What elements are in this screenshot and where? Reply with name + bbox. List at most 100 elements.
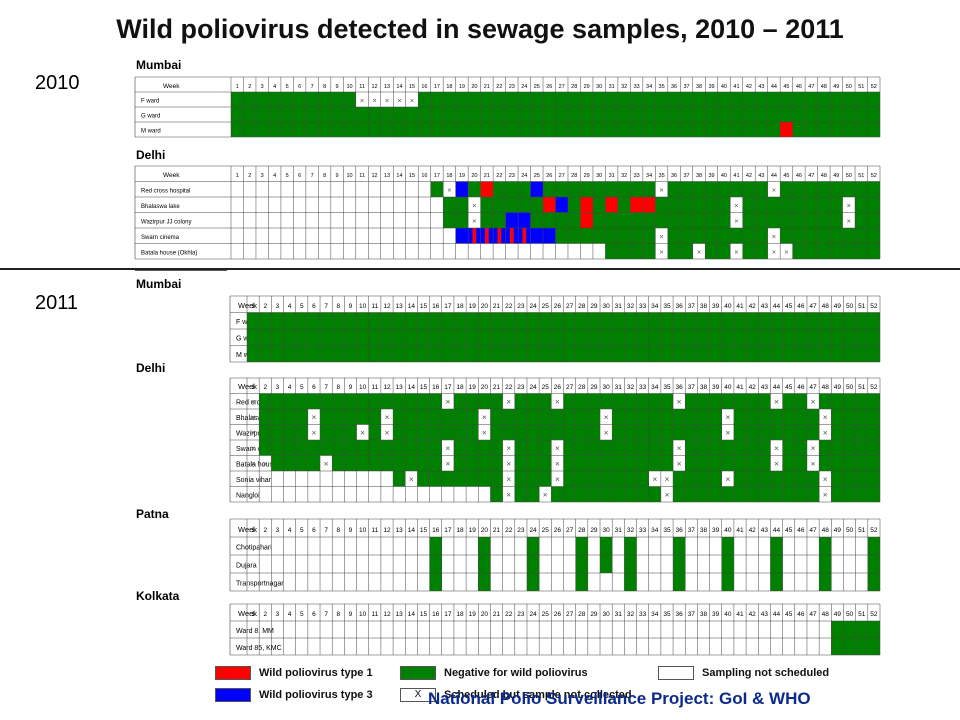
cell-neg bbox=[831, 409, 844, 425]
legend-item-not-collected: X Scheduled but sample not collected bbox=[400, 688, 632, 702]
header-week-label: Week bbox=[238, 382, 257, 391]
cell-neg bbox=[563, 329, 576, 346]
week-tick-label: 8 bbox=[336, 303, 340, 310]
cell-p3 bbox=[555, 197, 568, 213]
cell-neg bbox=[655, 197, 668, 213]
cell-neg bbox=[831, 440, 844, 456]
cell-neg bbox=[636, 486, 649, 502]
week-tick-label: 9 bbox=[349, 611, 353, 618]
cell-neg bbox=[624, 486, 637, 502]
cell-neg bbox=[673, 537, 686, 555]
cell-not-collected-mark: × bbox=[251, 428, 256, 438]
week-tick-label: 24 bbox=[529, 303, 537, 310]
cell-neg bbox=[600, 440, 613, 456]
cell-neg bbox=[630, 228, 643, 244]
cell-neg bbox=[855, 243, 868, 259]
cell-neg bbox=[380, 329, 394, 346]
cell-neg bbox=[430, 122, 444, 137]
week-tick-label: 4 bbox=[273, 173, 276, 179]
cell-not-collected-mark: × bbox=[774, 459, 779, 469]
week-tick-label: 39 bbox=[712, 611, 720, 618]
week-tick-label: 14 bbox=[396, 173, 402, 179]
cell-neg bbox=[612, 345, 625, 362]
cell-neg bbox=[780, 197, 793, 213]
table-2010-delhi: Week 1 2 3 4 5 6 7 8 9 10 11 12 13 14 15 16 17 18 19 20 21 22 2… bbox=[134, 165, 881, 260]
cell-neg bbox=[526, 573, 540, 591]
cell-not-collected-mark: × bbox=[251, 412, 256, 422]
week-tick-label: 14 bbox=[396, 84, 402, 90]
week-tick-label: 10 bbox=[359, 611, 367, 618]
cell-neg bbox=[293, 107, 306, 122]
cell-neg bbox=[667, 107, 681, 122]
cell-neg bbox=[575, 424, 588, 440]
row-site-label: Wazirpur JJ colony bbox=[141, 219, 191, 225]
cell-neg bbox=[697, 312, 710, 329]
week-tick-label: 8 bbox=[323, 84, 326, 90]
cell-not-collected-mark: × bbox=[482, 428, 487, 438]
week-tick-label: 6 bbox=[312, 611, 316, 618]
cell-neg bbox=[490, 345, 503, 362]
cell-neg bbox=[617, 107, 631, 122]
cell-neg bbox=[817, 228, 831, 244]
cell-neg bbox=[393, 455, 406, 471]
cell-neg bbox=[730, 122, 743, 137]
cell-neg bbox=[806, 345, 820, 362]
cell-neg bbox=[505, 181, 519, 197]
week-tick-label: 15 bbox=[420, 527, 428, 534]
cell-neg bbox=[730, 92, 743, 107]
cell-neg bbox=[755, 228, 768, 244]
cell-neg bbox=[673, 573, 686, 591]
cell-neg bbox=[344, 312, 357, 329]
week-tick-label: 49 bbox=[833, 84, 839, 90]
week-tick-label: 47 bbox=[809, 611, 817, 618]
cell-neg bbox=[368, 312, 381, 329]
cell-neg bbox=[855, 107, 868, 122]
cell-neg bbox=[692, 92, 706, 107]
cell-neg bbox=[295, 409, 308, 425]
cell-neg bbox=[855, 409, 868, 425]
week-tick-label: 29 bbox=[590, 527, 598, 534]
cell-not-collected-mark: × bbox=[823, 428, 828, 438]
cell-neg bbox=[705, 92, 718, 107]
cell-neg bbox=[770, 329, 783, 346]
cell-neg bbox=[526, 393, 540, 409]
cell-neg bbox=[526, 471, 540, 487]
cell-neg bbox=[617, 197, 631, 213]
week-tick-label: 46 bbox=[797, 527, 805, 534]
week-tick-label: 26 bbox=[554, 303, 562, 310]
cell-neg bbox=[543, 122, 556, 137]
cell-neg bbox=[332, 329, 345, 346]
cell-neg bbox=[660, 424, 674, 440]
cell-neg bbox=[755, 243, 768, 259]
week-tick-label: 18 bbox=[446, 173, 452, 179]
cell-neg bbox=[624, 455, 637, 471]
cell-neg bbox=[842, 107, 856, 122]
cell-neg bbox=[259, 345, 272, 362]
cell-neg bbox=[563, 424, 576, 440]
cell-neg bbox=[343, 107, 356, 122]
cell-neg bbox=[855, 228, 868, 244]
cell-neg bbox=[356, 409, 369, 425]
cell-neg bbox=[642, 228, 656, 244]
cell-not-collected-mark: × bbox=[677, 397, 682, 407]
week-tick-label: 45 bbox=[785, 611, 793, 618]
cell-neg bbox=[575, 573, 588, 591]
week-tick-label: 17 bbox=[444, 384, 452, 391]
week-tick-label: 12 bbox=[383, 303, 391, 310]
cell-neg bbox=[867, 345, 880, 362]
cell-neg bbox=[575, 393, 588, 409]
cell-not-collected-mark: × bbox=[360, 96, 364, 105]
cell-neg bbox=[806, 409, 820, 425]
year-divider bbox=[0, 268, 960, 270]
legend-item-type3: Wild poliovirus type 3 bbox=[215, 688, 373, 702]
week-tick-label: 21 bbox=[484, 84, 490, 90]
cell-p1-stripe bbox=[509, 228, 514, 244]
week-tick-label: 27 bbox=[566, 384, 574, 391]
cell-neg bbox=[624, 424, 637, 440]
week-tick-label: 3 bbox=[276, 303, 280, 310]
cell-neg bbox=[843, 455, 856, 471]
cell-neg bbox=[453, 393, 467, 409]
row-site-label: Ward 85, KMC bbox=[236, 645, 282, 652]
week-tick-label: 6 bbox=[298, 173, 301, 179]
cell-neg bbox=[344, 409, 357, 425]
